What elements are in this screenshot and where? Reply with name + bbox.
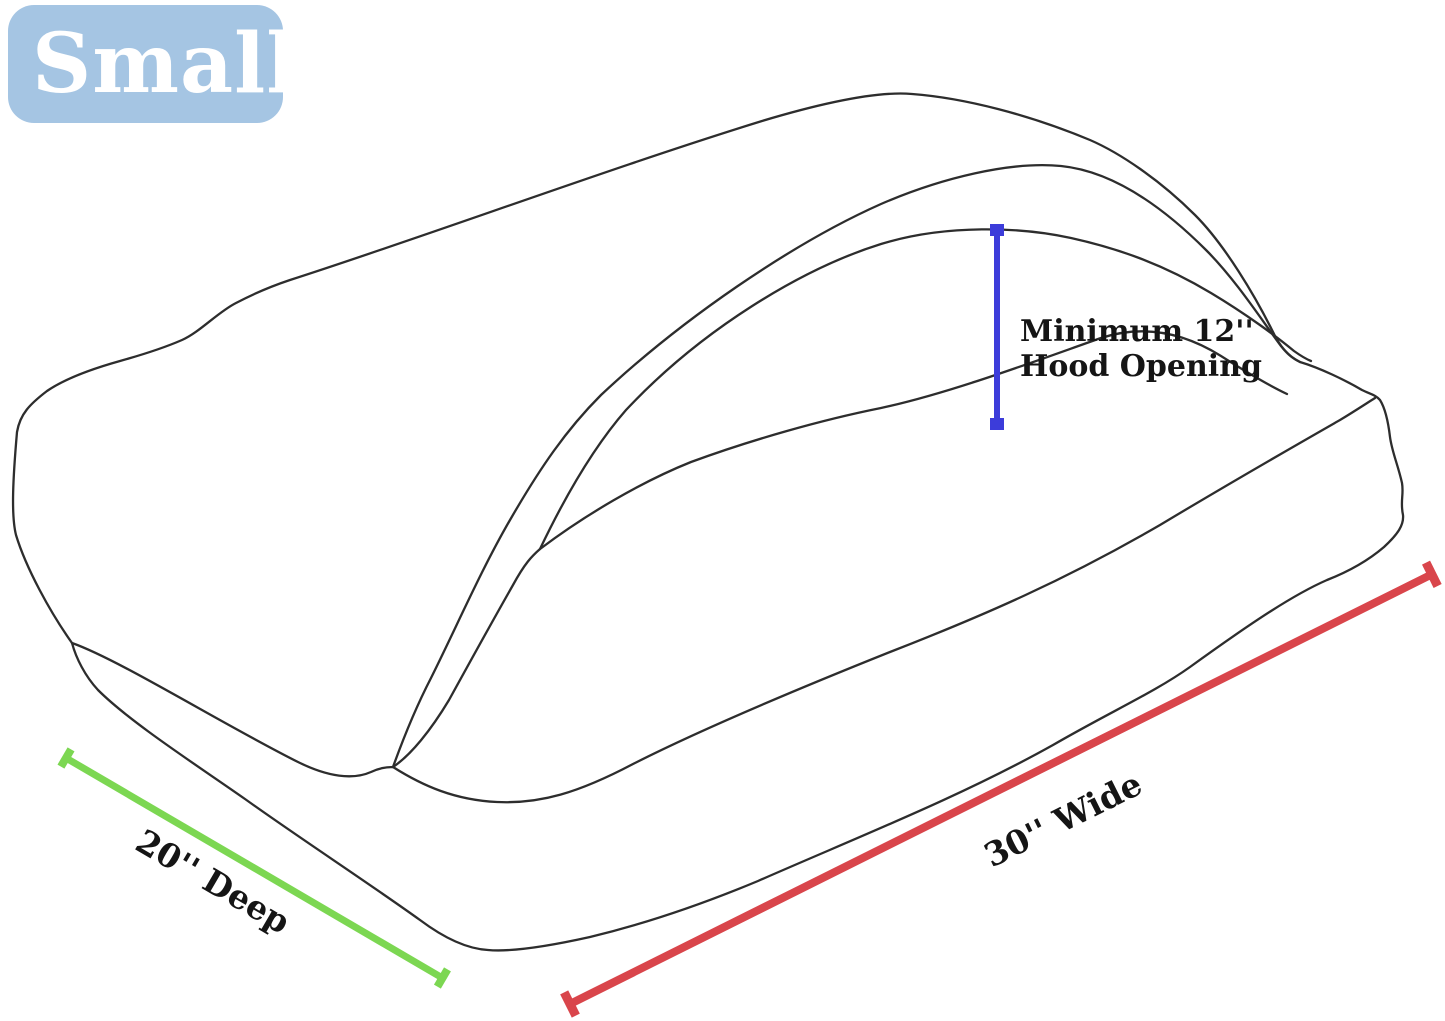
hood-opening-dimension-start-cap xyxy=(990,224,1004,236)
depth-dimension-line xyxy=(57,747,451,989)
depth-dimension-end-cap xyxy=(433,967,451,989)
hood-opening-dimension-line xyxy=(990,224,1004,430)
bed-outer-outline-path xyxy=(11,92,1405,952)
depth-dimension-start-cap xyxy=(57,747,75,769)
width-dimension-end-cap xyxy=(1421,560,1442,588)
size-badge-label: Small xyxy=(32,16,299,112)
size-badge: Small xyxy=(8,5,297,123)
hood-rim-outer-path xyxy=(391,164,1302,769)
width-dimension-start-cap xyxy=(560,990,580,1018)
hood-opening-label-line2: Hood Opening xyxy=(1020,349,1262,384)
hood-opening-arch-path xyxy=(538,330,1289,551)
hood-opening-label-line1: Minimum 12'' xyxy=(1020,314,1254,349)
width-dimension-line xyxy=(560,560,1442,1018)
hood-opening-dimension-end-cap xyxy=(990,418,1004,430)
bed-cushion-seam-path xyxy=(70,396,1377,804)
hood-opening-label: Minimum 12'' Hood Opening xyxy=(1020,314,1262,384)
hood-rim-inner-path xyxy=(391,228,1313,769)
